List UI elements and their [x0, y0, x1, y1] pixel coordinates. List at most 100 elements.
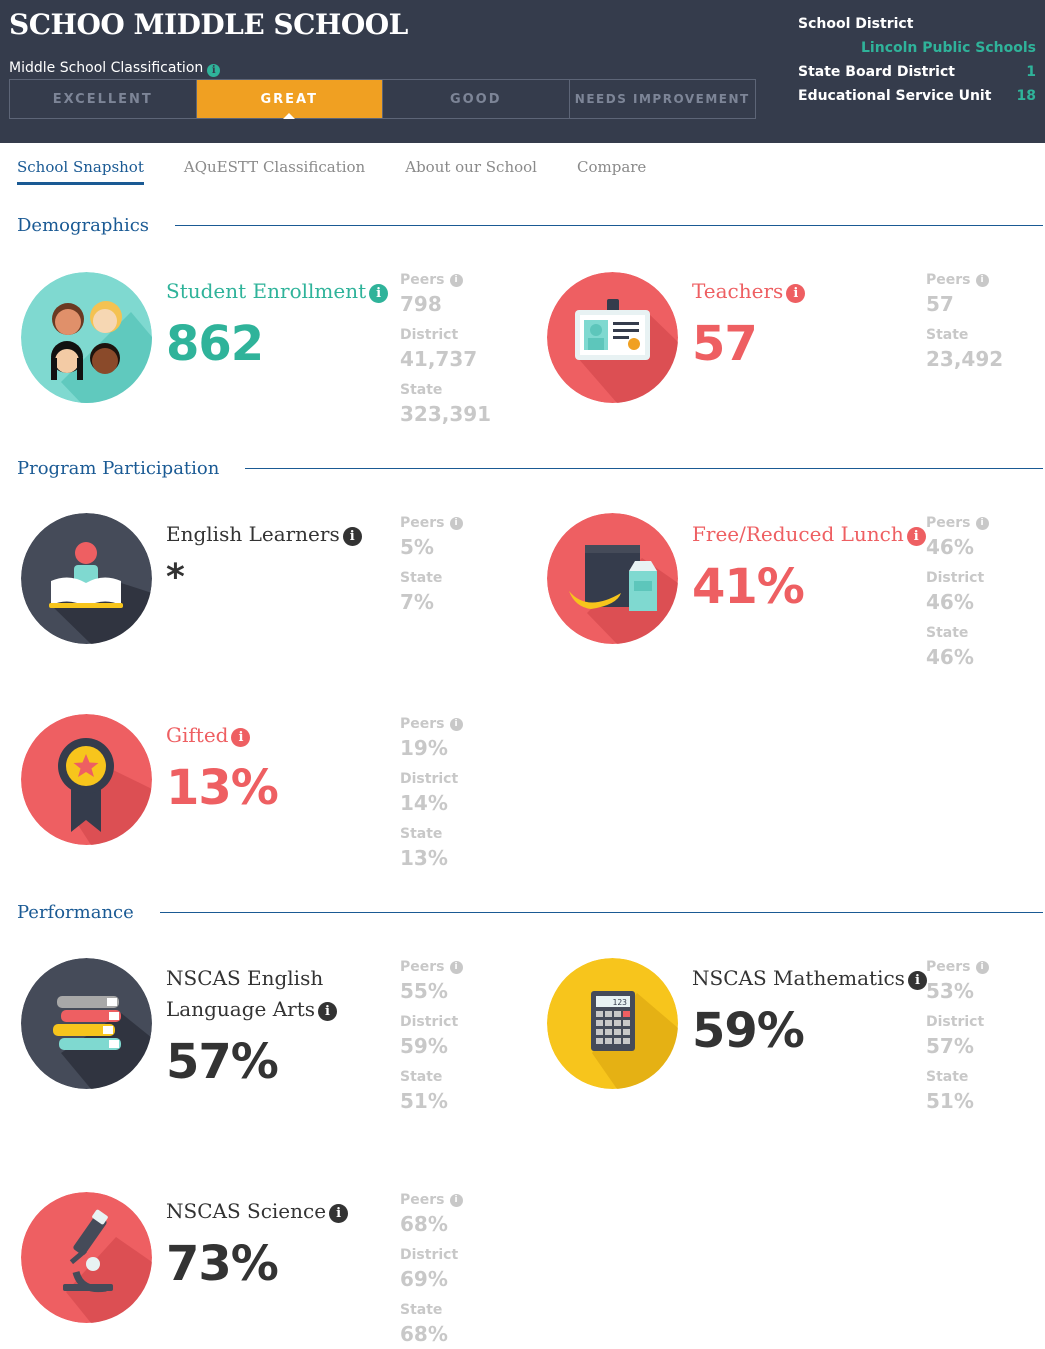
comparison-list: Peers i 53% District 57% State 51% — [926, 957, 989, 1122]
calculator-icon: 123 — [547, 958, 678, 1089]
tab-school-snapshot[interactable]: School Snapshot — [17, 158, 144, 185]
stat-label-text: Gifted — [166, 723, 229, 747]
comparison-list: Peers i 46% District 46% State 46% — [926, 513, 989, 678]
section-divider — [175, 225, 1043, 226]
compare-label: State — [400, 1069, 443, 1085]
info-icon[interactable]: i — [342, 527, 362, 546]
stat-label: Free/Reduced Lunch i — [692, 519, 926, 550]
school-name: SCHOO MIDDLE SCHOOL — [9, 8, 408, 41]
compare-label: State — [926, 1069, 969, 1085]
stat-label: Gifted i — [166, 720, 251, 751]
info-icon[interactable]: i — [329, 1204, 349, 1223]
compare-label: State — [400, 1302, 443, 1318]
microscope-icon — [21, 1192, 152, 1323]
calculator-display: 123 — [613, 998, 628, 1007]
info-icon[interactable]: i — [449, 1193, 463, 1207]
stat-student-enrollment: Student Enrollment i 862 Peers i 798 Distr… — [21, 270, 501, 430]
rating-good[interactable]: GOOD — [383, 80, 570, 118]
compare-value: 323,391 — [400, 402, 492, 426]
stat-value: 57 — [692, 316, 758, 372]
info-icon[interactable]: i — [449, 516, 463, 530]
tab-about-our-school[interactable]: About our School — [405, 158, 537, 176]
info-icon[interactable]: i — [906, 527, 926, 546]
compare-value: 53% — [926, 979, 974, 1003]
compare-label: Peers — [926, 959, 971, 975]
compare-label: State — [926, 625, 969, 641]
stat-label: Student Enrollment i — [166, 276, 389, 307]
section-divider — [159, 912, 1043, 913]
compare-label: State — [400, 382, 443, 398]
stat-label-text: Free/Reduced Lunch — [692, 522, 904, 546]
info-icon[interactable]: i — [449, 273, 463, 287]
stat-value: * — [166, 557, 185, 598]
esu-label: Educational Service Unit — [798, 88, 992, 104]
comparison-list: Peers i 5% State 7% — [400, 513, 463, 623]
compare-label: District — [400, 771, 459, 787]
stat-value: 41% — [692, 559, 805, 615]
compare-value: 46% — [926, 590, 974, 614]
info-icon[interactable]: i — [318, 1002, 337, 1021]
compare-label: Peers — [400, 515, 445, 531]
compare-label: Peers — [926, 272, 971, 288]
school-header: SCHOO MIDDLE SCHOOL Middle School Classi… — [0, 0, 1045, 143]
district-info: School District Lincoln Public Schools S… — [798, 12, 1036, 108]
compare-value: 51% — [926, 1089, 974, 1113]
compare-value: 13% — [400, 846, 448, 870]
compare-label: State — [926, 327, 969, 343]
info-icon[interactable]: i — [369, 284, 389, 303]
info-icon[interactable]: i — [975, 273, 989, 287]
compare-value: 19% — [400, 736, 448, 760]
compare-label: District — [400, 1014, 459, 1030]
compare-value: 57% — [926, 1034, 974, 1058]
compare-value: 51% — [400, 1089, 448, 1113]
stat-free-reduced-lunch: Free/Reduced Lunch i 41% Peers i 46% Distr… — [547, 513, 1037, 673]
section-title: Performance — [17, 902, 134, 923]
info-icon[interactable]: i — [907, 971, 927, 990]
award-ribbon-icon — [21, 714, 152, 845]
stat-label: Teachers i — [692, 276, 806, 307]
compare-value: 68% — [400, 1322, 448, 1346]
esu-value: 18 — [1016, 88, 1036, 104]
compare-label: State — [400, 826, 443, 842]
lunch-bag-icon — [547, 513, 678, 644]
stat-label: NSCAS Science i — [166, 1196, 349, 1227]
compare-label: District — [926, 1014, 985, 1030]
stat-label-text: Teachers — [692, 279, 784, 303]
students-faces-icon — [21, 272, 152, 403]
school-district-label: School District — [798, 16, 914, 32]
info-icon[interactable]: i — [975, 960, 989, 974]
stat-label-text: Student Enrollment — [166, 279, 367, 303]
rating-excellent[interactable]: EXCELLENT — [10, 80, 197, 118]
info-icon[interactable]: i — [449, 960, 463, 974]
tab-compare[interactable]: Compare — [576, 158, 647, 176]
compare-label: District — [400, 327, 459, 343]
stat-label: NSCAS Mathematics i — [692, 963, 927, 994]
comparison-list: Peers i 55% District 59% State 51% — [400, 957, 463, 1122]
compare-value: 5% — [400, 535, 434, 559]
compare-label: District — [400, 1247, 459, 1263]
info-icon[interactable]: i — [449, 717, 463, 731]
classification-label: Middle School Classification i — [9, 60, 221, 77]
compare-label: Peers — [400, 272, 445, 288]
school-district-link[interactable]: Lincoln Public Schools — [861, 40, 1036, 56]
section-title: Demographics — [17, 215, 150, 236]
info-icon[interactable]: i — [975, 516, 989, 530]
reading-book-icon — [21, 513, 152, 644]
tab-aquestt-classification[interactable]: AQuESTT Classification — [183, 158, 366, 176]
info-icon[interactable]: i — [207, 64, 221, 77]
stat-label-text: NSCAS Mathematics — [692, 966, 905, 990]
compare-value: 68% — [400, 1212, 448, 1236]
stat-value: 73% — [166, 1236, 279, 1292]
comparison-list: Peers i 798 District 41,737 State 323,391 — [400, 270, 491, 435]
info-icon[interactable]: i — [786, 284, 806, 303]
compare-value: 55% — [400, 979, 448, 1003]
stat-label-text: NSCAS Science — [166, 1199, 327, 1223]
info-icon[interactable]: i — [231, 728, 251, 747]
rating-great[interactable]: GREAT — [196, 80, 383, 119]
rating-needs-improvement[interactable]: NEEDS IMPROVEMENT — [574, 92, 750, 106]
stat-value: 13% — [166, 760, 279, 816]
compare-label: Peers — [400, 716, 445, 732]
compare-value: 46% — [926, 645, 974, 669]
stat-label-line2: Language Arts — [166, 997, 315, 1021]
id-badge-icon — [547, 272, 678, 403]
